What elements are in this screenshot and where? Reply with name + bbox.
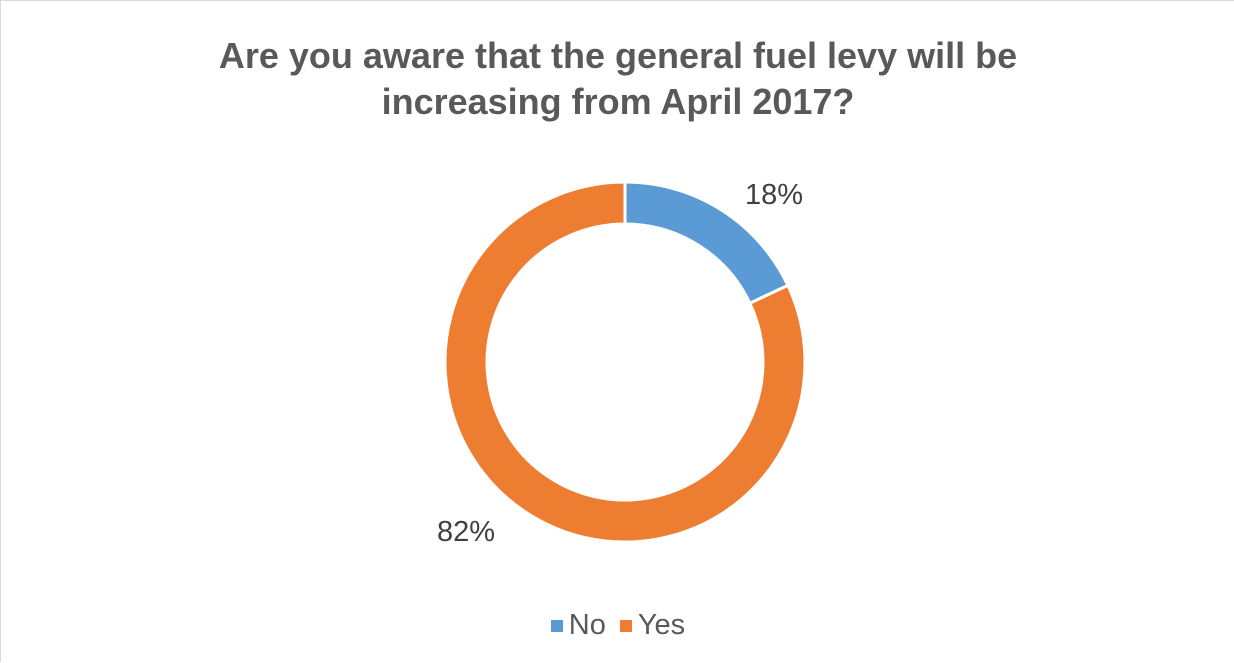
legend-item-yes: Yes — [619, 609, 686, 642]
donut-slice-yes — [443, 180, 807, 544]
chart-title-line-2: increasing from April 2017? — [381, 81, 855, 122]
legend-swatch-yes — [619, 619, 632, 632]
legend-label-yes: Yes — [637, 609, 686, 641]
legend-swatch-no — [550, 619, 563, 632]
data-label-yes: 82% — [437, 516, 495, 548]
data-label-no: 18% — [745, 179, 803, 211]
legend-label-no: No — [568, 609, 606, 641]
legend: No Yes — [1, 609, 1234, 642]
chart-title-line-1: Are you aware that the general fuel levy… — [218, 35, 1018, 76]
legend-item-no: No — [550, 609, 606, 642]
chart-title: Are you aware that the general fuel levy… — [1, 33, 1234, 125]
